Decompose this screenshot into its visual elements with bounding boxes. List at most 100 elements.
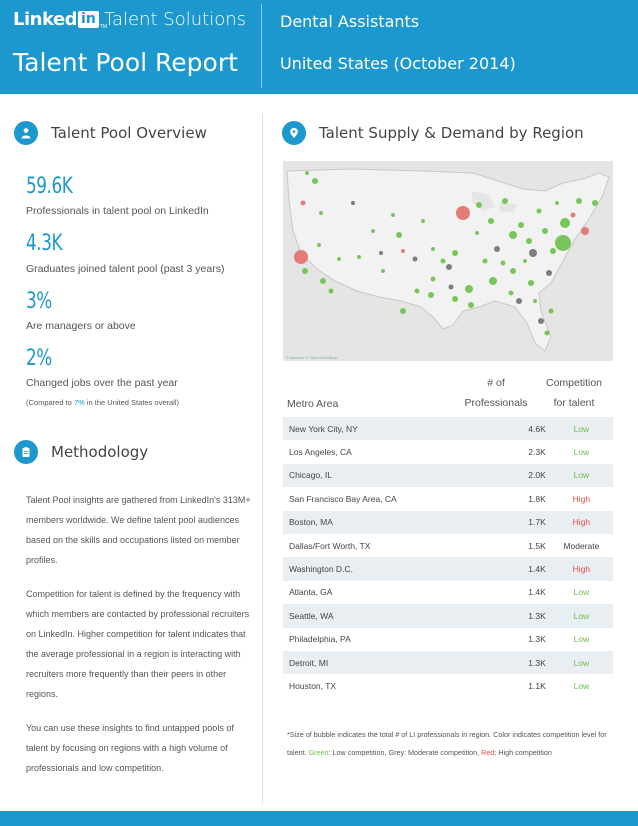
overview-section-header: Talent Pool Overview (14, 121, 207, 145)
professionals-count: 2.0K (528, 470, 546, 481)
header-divider (261, 4, 262, 88)
supply-title: Talent Supply & Demand by Region (319, 124, 584, 142)
metro-name: Boston, MA (289, 517, 333, 528)
stat-value-professionals: 59.6K (26, 174, 73, 199)
methodology-title: Methodology (51, 443, 149, 461)
metro-bubble (300, 200, 306, 206)
professionals-count: 1.3K (528, 634, 546, 645)
note-suffix: in the United States overall) (84, 398, 179, 407)
metro-bubble (476, 202, 482, 208)
methodology-text: Talent Pool insights are gathered from L… (26, 490, 252, 792)
metro-bubble (523, 259, 527, 263)
metro-bubble (488, 218, 494, 224)
job-role: Dental Assistants (280, 12, 420, 31)
supply-section-header: Talent Supply & Demand by Region (282, 121, 584, 145)
us-landmass (286, 168, 610, 352)
metro-bubble (414, 288, 420, 294)
professionals-count: 1.3K (528, 610, 546, 621)
report-region: United States (October 2014) (280, 54, 516, 73)
metro-bubble (319, 211, 323, 215)
metro-name: Seattle, WA (289, 610, 334, 621)
linkedin-logo: Linked in TM (13, 9, 107, 30)
methodology-section-header: Methodology (14, 440, 148, 464)
metro-bubble (430, 276, 436, 282)
metro-name: Philadelphia, PA (289, 634, 351, 645)
map-credit: © Mapbox © OpenStreetMap (286, 355, 338, 360)
stat-value-managers: 3% (26, 289, 52, 314)
metro-bubble (536, 208, 542, 214)
col-header-competition-line1: Competition (545, 377, 603, 389)
metro-bubble (446, 264, 452, 270)
us-bubble-map[interactable]: © Mapbox © OpenStreetMap (283, 161, 613, 361)
metro-bubble (452, 250, 458, 256)
stat-value-graduates: 4.3K (26, 231, 63, 256)
note-highlight: 7% (73, 398, 85, 407)
professionals-count: 2.3K (528, 447, 546, 458)
report-title: Talent Pool Report (13, 48, 238, 77)
comparison-note: (Compared to 7% in the United States ove… (26, 398, 179, 407)
col-header-metro: Metro Area (287, 398, 339, 410)
bubble-layer (294, 171, 598, 336)
report-header: Linked in TM Talent Solutions Talent Poo… (0, 0, 638, 94)
metro-bubble (538, 318, 544, 324)
table-row: Seattle, WA 1.3K Low (283, 604, 613, 628)
metro-name: New York City, NY (289, 423, 358, 434)
table-row: Atlanta, GA 1.4K Low (283, 581, 613, 604)
table-row: San Francisco Bay Area, CA 1.8K High (283, 487, 613, 510)
metro-bubble (391, 213, 395, 217)
table-row: New York City, NY 4.6K Low (283, 417, 613, 441)
table-row: Boston, MA 1.7K High (283, 510, 613, 534)
metro-name: Dallas/Fort Worth, TX (289, 540, 371, 551)
metro-bubble (379, 251, 383, 255)
metro-bubble (351, 201, 355, 205)
metro-bubble (548, 308, 554, 314)
logo-trademark: TM (99, 24, 108, 30)
logo-wordmark: Linked (13, 9, 78, 30)
metro-bubble (381, 269, 385, 273)
metro-bubble (509, 231, 517, 239)
metro-bubble (448, 284, 454, 290)
stat-label-professionals: Professionals in talent pool on LinkedIn (26, 205, 209, 217)
competition-level: Low (573, 447, 590, 458)
metro-table: New York City, NY 4.6K Low Los Angeles, CA 2… (283, 417, 613, 698)
stat-label-graduates: Graduates joined talent pool (past 3 yea… (26, 263, 225, 275)
footnote-part2: : Low competition, Grey: Moderate compet… (328, 748, 482, 757)
footnote-part1: *Size of bubble indicates the total # of… (287, 730, 607, 757)
competition-level: High (572, 517, 591, 528)
metro-bubble (508, 290, 514, 296)
metro-bubble (320, 278, 326, 284)
column-divider (262, 114, 263, 804)
metro-bubble (570, 212, 576, 218)
professionals-count: 1.7K (528, 517, 546, 528)
metro-bubble (489, 277, 497, 285)
footnote-red: Red (481, 748, 495, 757)
methodology-paragraph: You can use these insights to find untap… (26, 723, 234, 773)
metro-bubble (468, 302, 474, 308)
metro-bubble (516, 298, 522, 304)
map-svg (286, 168, 610, 352)
metro-name: Los Angeles, CA (289, 447, 352, 458)
metro-bubble (421, 219, 425, 223)
footnote-green: Green (308, 748, 329, 757)
table-row: Houston, TX 1.1K Low (283, 674, 613, 697)
metro-bubble (294, 250, 308, 264)
metro-name: Washington D.C. (289, 564, 353, 575)
metro-bubble (510, 268, 516, 274)
metro-bubble (581, 227, 589, 235)
competition-level: Low (573, 634, 590, 645)
footer-bar (0, 811, 638, 826)
clipboard-icon (14, 440, 38, 464)
professionals-count: 1.1K (528, 680, 546, 691)
col-header-number-line1: # of (487, 377, 505, 389)
metro-bubble (400, 308, 406, 314)
professionals-count: 1.3K (528, 657, 546, 668)
metro-bubble (482, 258, 488, 264)
competition-level: Low (573, 657, 590, 668)
metro-name: Atlanta, GA (289, 587, 333, 598)
metro-bubble (500, 260, 506, 266)
metro-name: Detroit, MI (289, 657, 329, 668)
metro-bubble (396, 232, 402, 238)
metro-bubble (401, 249, 405, 253)
table-row: Washington D.C. 1.4K High (283, 557, 613, 581)
metro-bubble (337, 257, 341, 261)
